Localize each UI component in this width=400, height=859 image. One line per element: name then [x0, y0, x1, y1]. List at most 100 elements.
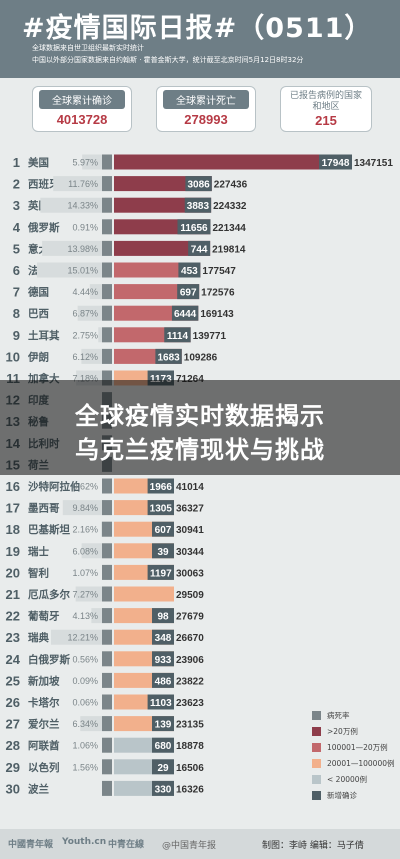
total-confirmed-label: 30344 — [176, 547, 204, 558]
fatality-rate-label: 7.18% — [72, 374, 98, 384]
new-cases-box — [147, 478, 174, 494]
fatality-marker — [102, 154, 112, 170]
rank-label: 18 — [6, 522, 20, 537]
country-label: 西班牙 — [28, 178, 60, 191]
legend-item: 20001—100000例 — [312, 755, 395, 771]
country-label: 伊朗 — [27, 350, 49, 363]
stat-global-confirmed: 全球累计确诊 4013728 — [32, 86, 132, 132]
stat-value: 215 — [315, 113, 337, 128]
rank-label: 25 — [6, 673, 20, 688]
country-label: 波兰 — [28, 782, 49, 795]
fatality-marker — [102, 348, 112, 364]
new-cases-label: 1683 — [157, 352, 180, 363]
header-banner — [0, 0, 400, 78]
fatality-marker — [102, 305, 112, 321]
new-cases-label: 1305 — [150, 504, 173, 515]
rank-label: 20 — [6, 565, 20, 580]
legend-swatch — [312, 742, 321, 752]
rank-label: 6 — [13, 263, 20, 278]
new-cases-box — [188, 240, 211, 256]
fatality-marker — [102, 176, 112, 192]
fatality-rate-label: 6.12% — [72, 352, 98, 362]
new-cases-box — [171, 305, 199, 321]
fatality-rate-bar — [62, 500, 112, 516]
fatality-rate-label: 0.62% — [72, 482, 98, 492]
new-cases-box — [152, 543, 174, 559]
total-confirmed-label: 169143 — [200, 309, 234, 320]
legend-label: 20001—100000例 — [327, 758, 395, 768]
new-cases-box — [152, 672, 174, 688]
new-cases-label: 29 — [157, 763, 169, 774]
source-note-1: 全球数据来自世卫组织最新实时统计 — [32, 44, 144, 52]
new-cases-box — [177, 284, 200, 300]
country-label: 德国 — [27, 286, 49, 299]
fatality-rate-label: 12.21% — [67, 633, 98, 643]
total-confirmed-label: 29509 — [176, 590, 204, 601]
fatality-rate-label: 11.76% — [68, 179, 98, 189]
rank-label: 17 — [6, 501, 20, 516]
fatality-rate-label: 0.56% — [72, 654, 98, 664]
rank-label: 16 — [6, 479, 20, 494]
new-cases-box — [152, 629, 174, 645]
legend-label: >20万例 — [327, 726, 358, 736]
legend-item: >20万例 — [312, 723, 395, 739]
new-cases-box — [164, 327, 191, 343]
rank-label: 10 — [6, 349, 20, 364]
fatality-rate-label: 13.98% — [67, 244, 98, 254]
total-confirmed-label: 30063 — [176, 568, 204, 579]
rank-label: 28 — [6, 738, 20, 753]
fatality-rate-label: 6.34% — [72, 719, 98, 729]
new-cases-label: 1966 — [150, 482, 173, 493]
fatality-marker — [102, 672, 112, 688]
legend-item: 100001—20万例 — [312, 739, 395, 755]
total-confirmed-label: 139771 — [193, 331, 227, 342]
confirmed-bar — [114, 240, 211, 256]
fatality-marker — [102, 240, 112, 256]
new-cases-label: 330 — [155, 784, 172, 795]
new-cases-label: 680 — [155, 741, 172, 752]
new-cases-label: 1103 — [150, 698, 172, 709]
fatality-rate-label: 0.09% — [72, 676, 98, 686]
stat-value: 4013728 — [56, 112, 108, 127]
new-cases-label: 1114 — [167, 331, 189, 342]
country-label: 新加坡 — [28, 674, 60, 687]
rank-label: 4 — [13, 220, 21, 235]
fatality-rate-label: 6.87% — [72, 309, 98, 319]
new-cases-box — [152, 759, 174, 775]
fatality-marker — [102, 716, 112, 732]
new-cases-box — [152, 737, 174, 753]
stat-value: 278993 — [184, 112, 228, 127]
new-cases-box — [147, 564, 174, 580]
stat-global-deaths: 全球累计死亡 278993 — [156, 86, 256, 132]
new-cases-label: 1173 — [150, 374, 172, 385]
new-cases-label: 3883 — [187, 201, 210, 212]
legend-swatch — [312, 790, 321, 800]
fatality-marker — [102, 586, 112, 602]
fatality-rate-label: 1.06% — [72, 741, 98, 751]
logo-cyd: 中國青年報 — [8, 840, 54, 850]
new-cases-box — [147, 694, 174, 710]
total-confirmed-label: 71264 — [176, 374, 204, 385]
total-confirmed-label: 16506 — [176, 763, 204, 774]
new-cases-label: 607 — [155, 525, 172, 536]
fatality-marker — [102, 780, 112, 796]
fatality-rate-label: 0.91% — [72, 222, 98, 232]
new-cases-box — [178, 262, 201, 278]
rank-label: 26 — [6, 695, 20, 710]
logo-zqzx: 中青在線 — [108, 840, 145, 850]
new-cases-label: 11656 — [180, 223, 208, 234]
rank-label: 1 — [13, 155, 20, 170]
confirmed-bar — [114, 154, 352, 170]
stat-label: 已报告病例的国家和地区 — [289, 91, 362, 112]
overlay-headline-2: 乌克兰疫情现状与挑战 — [75, 436, 325, 464]
new-cases-label: 933 — [155, 655, 172, 666]
legend-item: 病死率 — [312, 707, 395, 723]
fatality-rate-label: 4.13% — [72, 611, 98, 621]
stat-label: 全球累计死亡 — [163, 90, 249, 109]
legend-label: 100001—20万例 — [327, 742, 388, 752]
credit-line: 制图：李峙 编辑：马子倩 — [262, 841, 364, 851]
new-cases-box — [152, 780, 174, 796]
rank-label: 30 — [6, 781, 20, 796]
fatality-rate-bar — [53, 176, 112, 192]
country-label: 白俄罗斯 — [28, 653, 70, 666]
